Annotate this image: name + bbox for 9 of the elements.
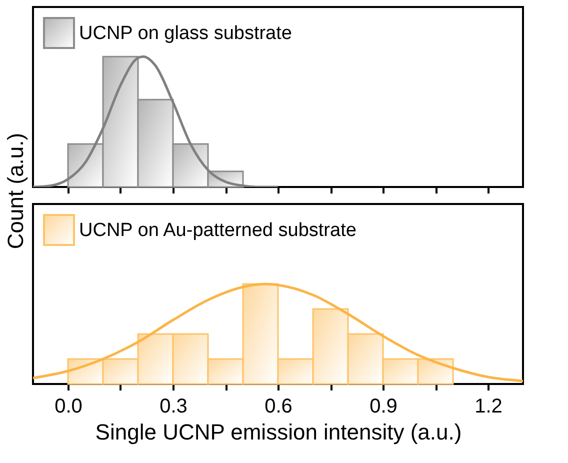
legend-label: UCNP on Au-patterned substrate (79, 220, 356, 241)
x-tick-label: 0.0 (54, 396, 82, 418)
x-tick-label: 0.9 (370, 396, 398, 418)
y-axis-title: Count (a.u.) (3, 132, 28, 250)
x-tick-label: 0.3 (160, 396, 188, 418)
legend-label: UCNP on glass substrate (79, 23, 292, 44)
x-axis-title: Single UCNP emission intensity (a.u.) (95, 420, 462, 444)
x-tick-label: 0.6 (264, 396, 292, 418)
x-tick-label: 1.2 (474, 396, 502, 418)
